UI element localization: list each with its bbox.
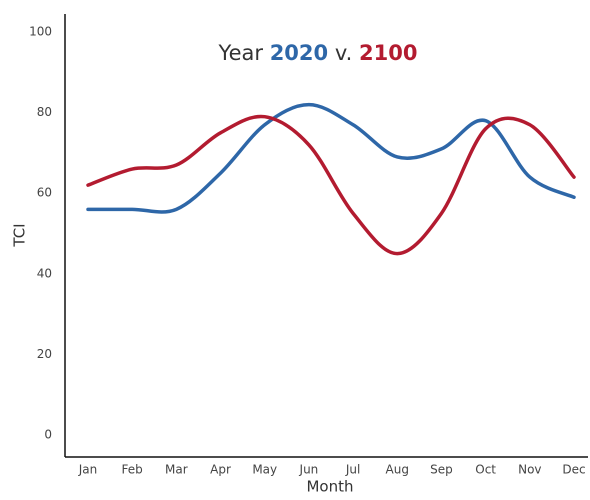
y-tick-label: 100 — [29, 25, 52, 39]
y-tick-label: 60 — [37, 186, 52, 200]
title-separator: v. — [335, 41, 352, 65]
x-axis-label: Month — [306, 478, 353, 496]
title-series: 2020 — [270, 41, 328, 65]
x-tick-label: Mar — [165, 463, 188, 477]
title-prefix: Year — [218, 41, 264, 65]
x-tick-label: Aug — [386, 463, 409, 477]
x-tick-label: Jan — [78, 463, 98, 477]
line-series — [86, 114, 576, 256]
x-tick-label: Apr — [210, 463, 231, 477]
x-tick-label: Nov — [518, 463, 541, 477]
y-tick-label: 20 — [37, 347, 52, 361]
x-tick-label: Dec — [562, 463, 585, 477]
x-tick-label: Sep — [430, 463, 453, 477]
x-tick-label: Jul — [345, 463, 360, 477]
title-series: 2100 — [359, 41, 417, 65]
x-tick-label: Jun — [299, 463, 319, 477]
chart-title: Year 2020 v. 2100 — [218, 41, 418, 65]
x-tick-label: May — [252, 463, 277, 477]
x-tick-label: Oct — [475, 463, 496, 477]
x-tick-label: Feb — [122, 463, 143, 477]
y-tick-label: 80 — [37, 105, 52, 119]
y-tick-label: 0 — [44, 427, 52, 441]
y-tick-label: 40 — [37, 266, 52, 280]
y-axis-label: TCI — [11, 223, 29, 247]
